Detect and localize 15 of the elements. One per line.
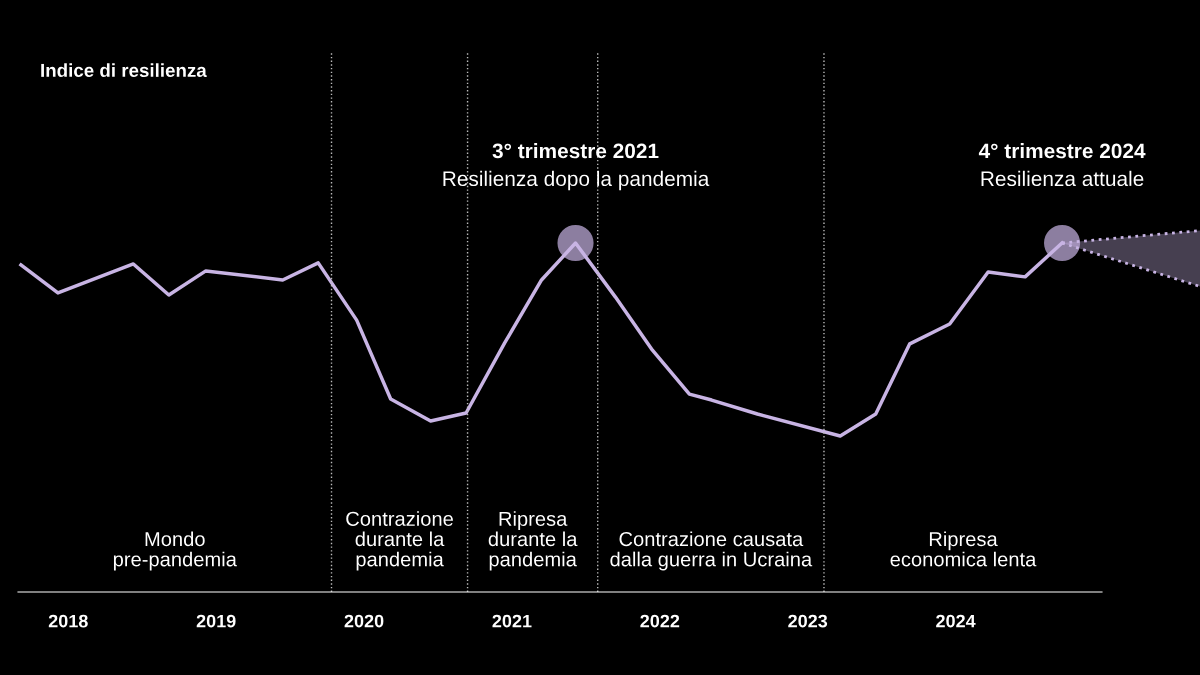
x-tick-label: 2023 — [788, 614, 828, 628]
annotation: Ripresa economica lenta — [890, 531, 1037, 567]
x-tick-label: 2019 — [196, 614, 236, 628]
x-tick-label: 2024 — [936, 614, 976, 628]
annotation: Contrazione causata dalla guerra in Ucraina — [610, 531, 813, 571]
x-tick-label: 2022 — [640, 614, 680, 628]
x-tick-label: 2021 — [492, 614, 532, 628]
x-tick-label: 2020 — [344, 614, 384, 628]
annotation: Mondo pre-pandemia — [113, 531, 237, 571]
annotation: Contrazione durante la pandemia — [346, 511, 453, 571]
annotation: Ripresa durante la pandemia — [488, 511, 578, 571]
text: 4° trimestre 2024 Resilienza attuale — [978, 143, 1146, 187]
text: 3° trimestre 2021 Resilienza dopo la pandemia — [443, 143, 710, 191]
x-tick-label: 2018 — [48, 614, 88, 628]
chart-title: Indice di resilienza — [41, 63, 207, 78]
